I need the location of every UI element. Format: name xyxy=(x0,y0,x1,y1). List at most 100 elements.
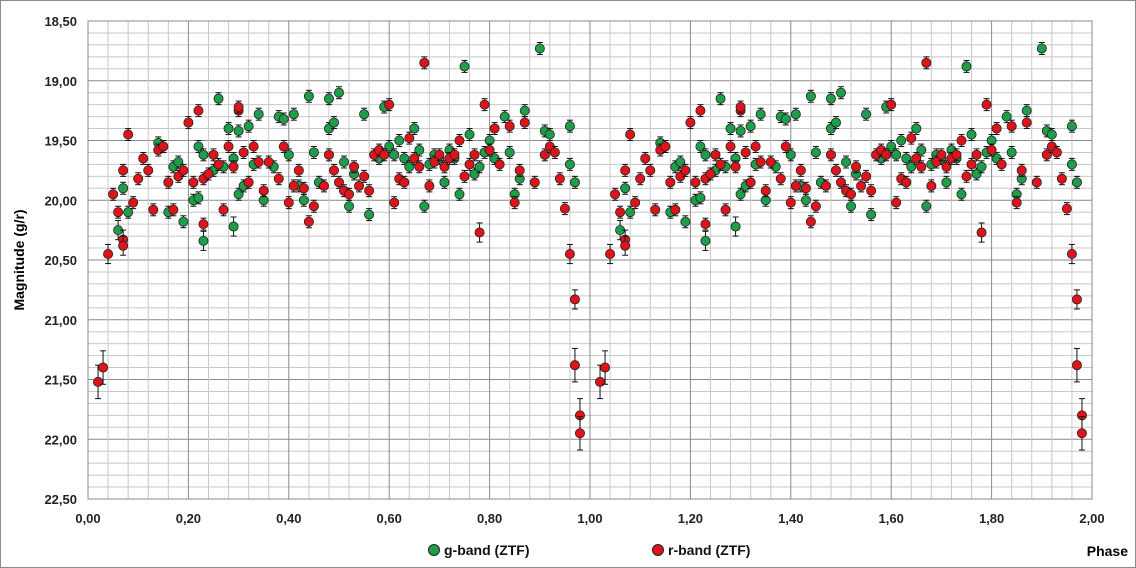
data-point-r xyxy=(253,157,264,168)
data-point-r xyxy=(665,177,676,188)
data-points xyxy=(93,42,1087,451)
data-point-r xyxy=(705,168,716,179)
data-point-r xyxy=(539,149,550,160)
data-point-r xyxy=(625,129,636,140)
data-point-g xyxy=(308,147,319,158)
data-point-r xyxy=(1016,165,1027,176)
plot-area-border xyxy=(87,20,1093,500)
x-axis-label: Phase xyxy=(1087,543,1128,559)
data-point-r xyxy=(715,159,726,170)
data-point-r xyxy=(504,121,515,132)
data-point-g xyxy=(303,91,314,102)
data-point-r xyxy=(213,159,224,170)
data-point-g xyxy=(243,121,254,132)
data-point-r xyxy=(223,141,234,152)
y-tick-label: 20,00 xyxy=(44,193,77,208)
data-point-g xyxy=(836,87,847,98)
data-point-r xyxy=(800,183,811,194)
data-point-g xyxy=(715,93,726,104)
data-point-r xyxy=(971,149,982,160)
data-point-g xyxy=(228,221,239,232)
data-point-r xyxy=(926,180,937,191)
data-point-r xyxy=(730,161,741,172)
data-point-r xyxy=(1071,294,1082,305)
data-point-r xyxy=(891,197,902,208)
data-point-r xyxy=(760,185,771,196)
data-point-g xyxy=(971,168,982,179)
data-point-r xyxy=(439,161,450,172)
data-point-r xyxy=(610,189,621,200)
data-point-r xyxy=(168,204,179,215)
data-point-g xyxy=(223,123,234,134)
data-point-r xyxy=(1031,177,1042,188)
data-point-r xyxy=(554,173,565,184)
data-point-r xyxy=(700,219,711,230)
data-point-g xyxy=(700,149,711,160)
data-point-r xyxy=(328,165,339,176)
data-point-r xyxy=(298,183,309,194)
data-point-g xyxy=(364,209,375,220)
data-point-g xyxy=(735,125,746,136)
data-point-r xyxy=(574,428,585,439)
data-point-r xyxy=(921,57,932,68)
data-point-r xyxy=(103,249,114,260)
data-point-g xyxy=(323,93,334,104)
data-point-r xyxy=(138,153,149,164)
data-point-g xyxy=(830,117,841,128)
data-point-g xyxy=(861,109,872,120)
data-point-r xyxy=(519,117,530,128)
data-point-g xyxy=(1036,43,1047,54)
data-point-r xyxy=(640,153,651,164)
data-point-r xyxy=(193,105,204,116)
data-point-r xyxy=(1051,147,1062,158)
data-point-r xyxy=(233,102,244,113)
data-point-g xyxy=(278,113,289,124)
data-point-r xyxy=(710,149,721,160)
data-point-r xyxy=(148,204,159,215)
data-point-g xyxy=(675,157,686,168)
x-tick-label: 1,40 xyxy=(778,511,803,526)
data-point-r xyxy=(740,147,751,158)
x-tick-label: 0,60 xyxy=(377,511,402,526)
data-point-g xyxy=(625,207,636,218)
x-tick-label: 1,00 xyxy=(577,511,602,526)
data-point-r xyxy=(635,173,646,184)
data-point-r xyxy=(273,173,284,184)
data-point-r xyxy=(333,177,344,188)
data-point-r xyxy=(650,204,661,215)
data-point-r xyxy=(765,157,776,168)
data-point-r xyxy=(680,165,691,176)
data-point-g xyxy=(198,149,209,160)
data-point-r xyxy=(178,165,189,176)
data-point-g xyxy=(344,201,355,212)
data-point-r xyxy=(248,141,259,152)
data-point-g xyxy=(333,87,344,98)
data-point-g xyxy=(504,147,515,158)
data-point-r xyxy=(514,165,525,176)
x-tick-label: 1,60 xyxy=(879,511,904,526)
data-point-r xyxy=(595,376,606,387)
data-point-g xyxy=(118,183,129,194)
data-point-g xyxy=(1006,147,1017,158)
data-point-r xyxy=(986,145,997,156)
data-point-g xyxy=(464,129,475,140)
data-point-r xyxy=(790,180,801,191)
data-point-g xyxy=(906,161,917,172)
data-point-r xyxy=(354,180,365,191)
data-point-g xyxy=(976,161,987,172)
data-point-r xyxy=(158,141,169,152)
data-point-r xyxy=(318,180,329,191)
data-point-g xyxy=(288,109,299,120)
data-point-r xyxy=(484,145,495,156)
data-point-r xyxy=(293,165,304,176)
data-point-g xyxy=(233,189,244,200)
data-point-g xyxy=(328,117,339,128)
data-point-r xyxy=(163,177,174,188)
data-point-r xyxy=(389,197,400,208)
data-point-g xyxy=(790,109,801,120)
data-point-r xyxy=(695,105,706,116)
data-point-g xyxy=(1066,121,1077,132)
data-point-r xyxy=(901,177,912,188)
data-point-r xyxy=(856,180,867,191)
